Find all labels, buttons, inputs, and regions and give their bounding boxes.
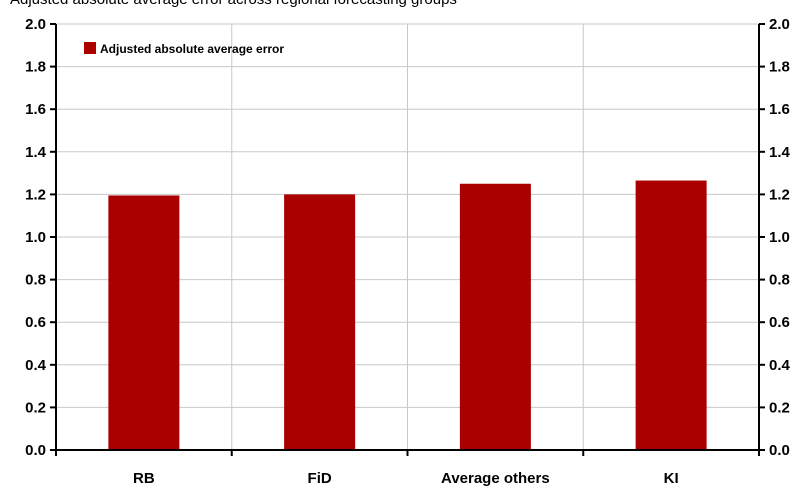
chart-caption: Adjusted absolute average error across r… [10, 0, 797, 9]
x-category-label: RB [133, 470, 155, 487]
y-tick-label-right: 1.4 [769, 144, 791, 161]
x-category-label: FiD [308, 470, 332, 487]
y-axis-right-ticks: 0.0 0.2 0.4 0.6 0.8 1.0 1.2 1.4 1.6 1.8 2.0 [759, 16, 791, 459]
y-tick-label-left: 0.8 [25, 272, 46, 289]
y-tick-label-right: 2.0 [769, 16, 790, 33]
y-tick-label-right: 0.6 [769, 314, 790, 331]
y-tick-label-left: 0.6 [25, 314, 46, 331]
y-tick-label-right: 0.2 [769, 399, 790, 416]
legend-label: Adjusted absolute average error [100, 42, 284, 56]
y-tick-label-right: 1.8 [769, 59, 790, 76]
bars [108, 180, 707, 450]
bar-ki [635, 180, 707, 450]
legend: Adjusted absolute average error [84, 42, 284, 56]
y-tick-label-right: 1.6 [769, 101, 790, 118]
y-tick-label-left: 1.6 [25, 101, 46, 118]
y-tick-label-left: 1.8 [25, 59, 46, 76]
bar-average-others [459, 183, 531, 450]
y-tick-label-left: 2.0 [25, 16, 46, 33]
y-tick-label-left: 1.4 [25, 144, 47, 161]
y-tick-label-left: 1.2 [25, 186, 46, 203]
x-axis-labels: RB FiD Average others KI [133, 470, 679, 487]
y-tick-label-left: 0.0 [25, 442, 46, 459]
y-tick-label-left: 1.0 [25, 229, 46, 246]
y-tick-label-right: 0.0 [769, 442, 790, 459]
x-category-label: Average others [441, 470, 550, 487]
y-axis-left-ticks: 0.0 0.2 0.4 0.6 0.8 1.0 1.2 1.4 1.6 1.8 2.0 [25, 16, 56, 459]
legend-swatch [84, 42, 96, 54]
bar-rb [108, 195, 180, 450]
y-tick-label-left: 0.2 [25, 399, 46, 416]
x-category-label: KI [664, 470, 679, 487]
y-tick-label-right: 0.4 [769, 357, 791, 374]
y-tick-label-right: 1.0 [769, 229, 790, 246]
bar-fid [284, 194, 356, 450]
y-tick-label-right: 1.2 [769, 186, 790, 203]
y-tick-label-right: 0.8 [769, 272, 790, 289]
y-tick-label-left: 0.4 [25, 357, 47, 374]
